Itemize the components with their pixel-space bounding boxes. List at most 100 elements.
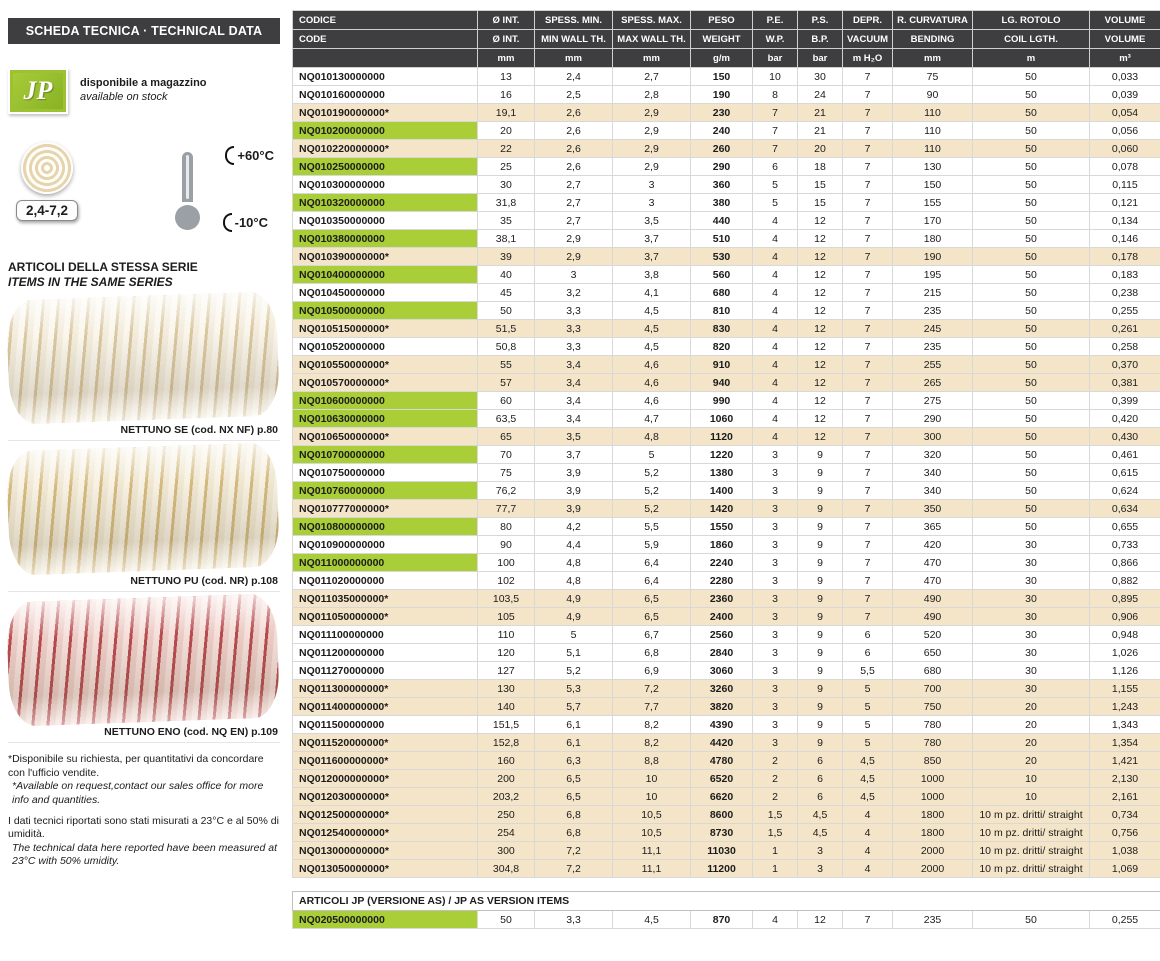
table-row: NQ010380000000 38,1 2,9 3,7 510 4 12 7 180 50 0,14… xyxy=(292,229,1160,248)
cell-ps: 9 xyxy=(797,553,843,572)
cell-spess-min: 6,8 xyxy=(534,823,613,842)
cell-peso: 3820 xyxy=(690,697,753,716)
cell-rotolo: 20 xyxy=(972,733,1090,752)
cell-rotolo: 30 xyxy=(972,589,1090,608)
as-section-title: ARTICOLI JP (VERSIONE AS) / JP AS VERSIO… xyxy=(291,891,1160,911)
table-row: NQ010350000000 35 2,7 3,5 440 4 12 7 170 50 0,134 xyxy=(292,211,1160,230)
cell-peso: 2560 xyxy=(690,625,753,644)
cell-curvatura: 1800 xyxy=(892,805,973,824)
cell-pe: 4 xyxy=(752,211,798,230)
col-header-peso: PESO xyxy=(690,10,753,30)
cell-pe: 2 xyxy=(752,751,798,770)
cell-spess-max: 2,8 xyxy=(612,85,691,104)
cell-pe: 4 xyxy=(752,283,798,302)
col-header-diam-int: mm xyxy=(477,48,535,68)
cell-depr: 7 xyxy=(842,481,893,500)
cell-spess-min: 3,9 xyxy=(534,463,613,482)
cell-diam-int: 110 xyxy=(477,625,535,644)
cell-pe: 2 xyxy=(752,769,798,788)
table-row: NQ010390000000* 39 2,9 3,7 530 4 12 7 190 50 0,178 xyxy=(292,247,1160,266)
cell-curvatura: 320 xyxy=(892,445,973,464)
temp-min-label: -10°C xyxy=(223,213,268,232)
cell-code: NQ010650000000* xyxy=(292,427,478,446)
cell-depr: 7 xyxy=(842,247,893,266)
cell-pe: 4 xyxy=(752,409,798,428)
cell-volume: 0,056 xyxy=(1089,121,1160,140)
cell-code: NQ010300000000 xyxy=(292,175,478,194)
cell-depr: 7 xyxy=(842,139,893,158)
col-header-volume: m³ xyxy=(1089,48,1160,68)
cell-rotolo: 10 m pz. dritti/ straight xyxy=(972,841,1090,860)
cell-ps: 9 xyxy=(797,643,843,662)
cell-diam-int: 120 xyxy=(477,643,535,662)
cell-depr: 7 xyxy=(842,553,893,572)
cell-rotolo: 20 xyxy=(972,697,1090,716)
cell-pe: 3 xyxy=(752,715,798,734)
cell-depr: 7 xyxy=(842,283,893,302)
cell-peso: 810 xyxy=(690,301,753,320)
table-row: NQ010520000000 50,8 3,3 4,5 820 4 12 7 235 50 0,25… xyxy=(292,337,1160,356)
cell-depr: 7 xyxy=(842,337,893,356)
page-title: SCHEDA TECNICA · TECHNICAL DATA xyxy=(8,18,280,44)
cell-rotolo: 50 xyxy=(972,247,1090,266)
cell-spess-min: 3,4 xyxy=(534,373,613,392)
cell-code: NQ010520000000 xyxy=(292,337,478,356)
cell-code: NQ010800000000 xyxy=(292,517,478,536)
table-row: NQ010650000000* 65 3,5 4,8 1120 4 12 7 300 50 0,43… xyxy=(292,427,1160,446)
cell-spess-max: 8,2 xyxy=(612,715,691,734)
technical-data-table-area: CODICE Ø INT. SPESS. MIN. SPESS. MAX. PESO P.… xyxy=(291,10,1160,929)
cell-pe: 8 xyxy=(752,85,798,104)
cell-spess-max: 5 xyxy=(612,445,691,464)
cell-ps: 12 xyxy=(797,283,843,302)
cell-curvatura: 245 xyxy=(892,319,973,338)
cell-spess-max: 8,8 xyxy=(612,751,691,770)
cell-code: NQ010630000000 xyxy=(292,409,478,428)
cell-rotolo: 50 xyxy=(972,337,1090,356)
col-header-depr: DEPR. xyxy=(842,10,893,30)
cell-spess-max: 10 xyxy=(612,769,691,788)
related-item-nettuno-se: NETTUNO SE (cod. NX NF) p.80 xyxy=(5,291,281,441)
table-row: NQ011400000000* 140 5,7 7,7 3820 3 9 5 750 20 1,24… xyxy=(292,697,1160,716)
table-row: NQ012500000000* 250 6,8 10,5 8600 1,5 4,5 4 1800… xyxy=(292,805,1160,824)
cell-volume: 0,121 xyxy=(1089,193,1160,212)
main-table-body: NQ010130000000 13 2,4 2,7 150 10 30 7 75 50 0,033 N… xyxy=(292,67,1160,878)
cell-ps: 12 xyxy=(797,247,843,266)
cell-curvatura: 365 xyxy=(892,517,973,536)
cell-spess-min: 3,7 xyxy=(534,445,613,464)
cell-pe: 5 xyxy=(752,193,798,212)
cell-volume: 0,261 xyxy=(1089,319,1160,338)
cell-diam-int: 25 xyxy=(477,157,535,176)
cell-spess-max: 6,5 xyxy=(612,589,691,608)
cell-depr: 7 xyxy=(842,427,893,446)
cell-code: NQ010390000000* xyxy=(292,247,478,266)
cell-spess-max: 4,5 xyxy=(612,319,691,338)
cell-spess-max: 6,5 xyxy=(612,607,691,626)
cell-diam-int: 38,1 xyxy=(477,229,535,248)
cell-spess-min: 4,2 xyxy=(534,517,613,536)
cell-volume: 0,258 xyxy=(1089,337,1160,356)
col-header-spess-min: SPESS. MIN. xyxy=(534,10,613,30)
cell-peso: 1860 xyxy=(690,535,753,554)
cell-depr: 5 xyxy=(842,679,893,698)
cell-ps: 6 xyxy=(797,769,843,788)
cell-spess-min: 6,5 xyxy=(534,769,613,788)
cell-curvatura: 2000 xyxy=(892,841,973,860)
col-header-spess-max: SPESS. MAX. xyxy=(612,10,691,30)
cell-pe: 3 xyxy=(752,679,798,698)
cell-spess-max: 5,2 xyxy=(612,463,691,482)
table-row: NQ010515000000* 51,5 3,3 4,5 830 4 12 7 245 50 0,2… xyxy=(292,319,1160,338)
cell-code: NQ020500000000 xyxy=(292,910,478,929)
cell-spess-min: 3,3 xyxy=(534,337,613,356)
cell-ps: 9 xyxy=(797,481,843,500)
cell-code: NQ010500000000 xyxy=(292,301,478,320)
cell-depr: 4,5 xyxy=(842,751,893,770)
cell-volume: 0,733 xyxy=(1089,535,1160,554)
cell-ps: 9 xyxy=(797,589,843,608)
cell-diam-int: 39 xyxy=(477,247,535,266)
cell-code: NQ011020000000 xyxy=(292,571,478,590)
cell-pe: 3 xyxy=(752,661,798,680)
cell-rotolo: 50 xyxy=(972,121,1090,140)
cell-pe: 7 xyxy=(752,139,798,158)
cell-volume: 1,069 xyxy=(1089,859,1160,878)
main-table-head: CODICE Ø INT. SPESS. MIN. SPESS. MAX. PESO P.… xyxy=(292,10,1160,68)
